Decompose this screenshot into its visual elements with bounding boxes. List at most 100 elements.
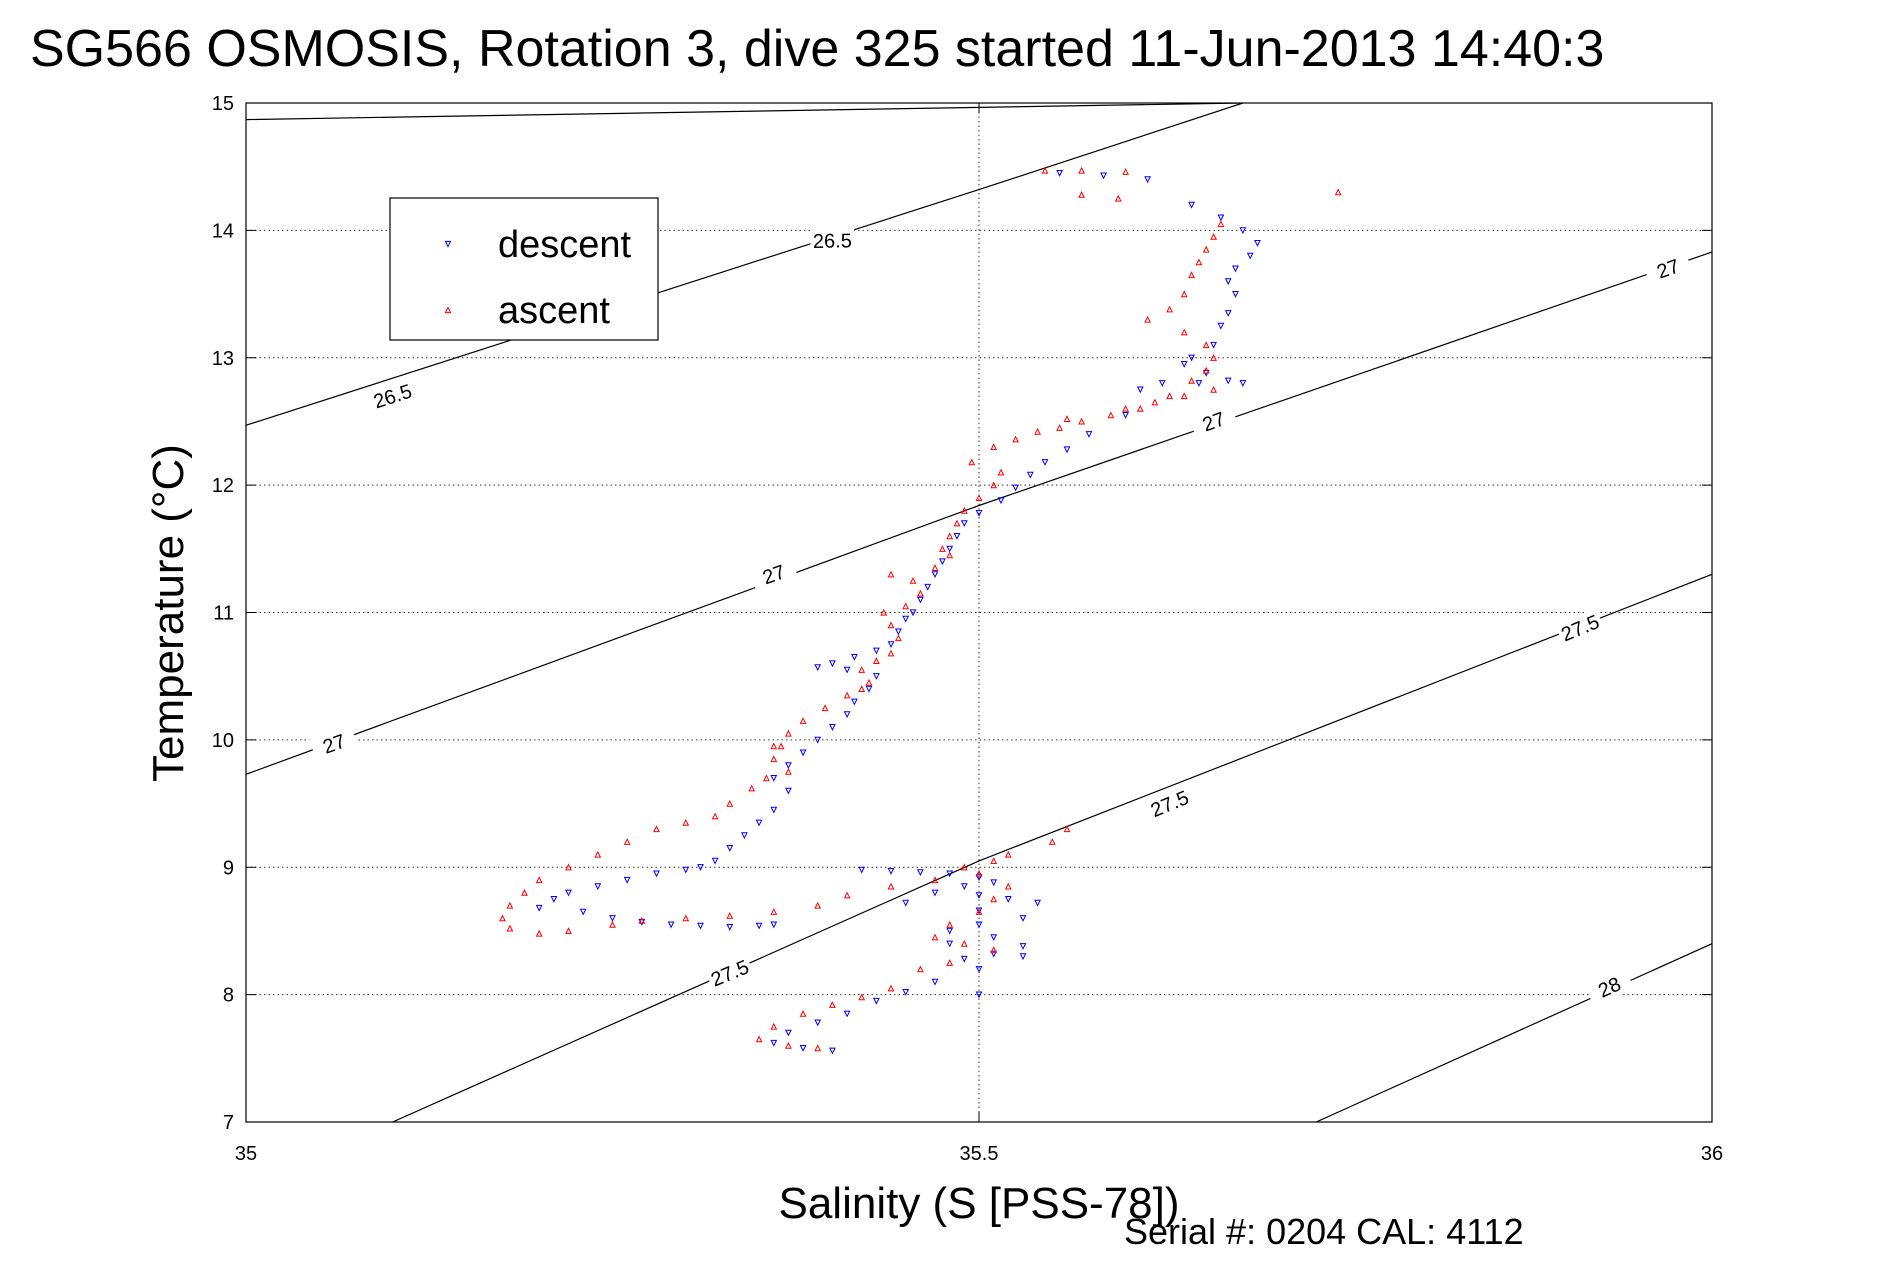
ascent-point <box>968 458 976 466</box>
descent-point <box>975 874 983 882</box>
ascent-point <box>858 685 866 692</box>
ascent-point <box>521 888 528 896</box>
descent-point <box>1085 431 1093 438</box>
descent-point <box>770 1039 778 1047</box>
density-contour-line <box>246 103 1244 426</box>
ascent-point <box>1210 232 1218 240</box>
descent-point <box>1232 265 1239 273</box>
descent-point <box>865 685 873 693</box>
contour-label-gap <box>749 555 799 593</box>
ascent-point <box>1041 166 1049 174</box>
descent-point <box>814 1019 822 1027</box>
ascent-point <box>1210 353 1218 361</box>
descent-point <box>1195 380 1203 387</box>
ascent-point <box>1012 435 1020 443</box>
ascent-point <box>1151 398 1159 406</box>
descent-point <box>682 866 690 874</box>
ascent-point <box>1202 245 1210 253</box>
descent-point <box>872 673 880 680</box>
ascent-point <box>506 901 514 909</box>
y-tick-label: 8 <box>223 985 234 1007</box>
y-tick-label: 15 <box>212 93 234 115</box>
descent-point <box>784 787 792 795</box>
ascent-point <box>1188 271 1196 279</box>
descent-point <box>997 497 1005 505</box>
descent-point <box>653 870 660 878</box>
descent-point <box>711 857 719 865</box>
descent-point <box>872 647 880 655</box>
descent-point <box>565 889 572 897</box>
contour-label-gap <box>309 725 359 763</box>
descent-point <box>726 845 734 852</box>
descent-point <box>975 510 983 517</box>
ascent-point <box>1210 385 1218 393</box>
ascent-point <box>799 717 807 724</box>
descent-point <box>828 660 836 668</box>
ascent-point <box>858 993 866 1001</box>
ascent-point <box>931 933 939 941</box>
ascent-point <box>938 545 946 552</box>
ascent-point <box>682 914 690 922</box>
ascent-point <box>990 857 998 864</box>
descent-point <box>828 1047 836 1055</box>
density-contour-line <box>246 251 1712 775</box>
descent-point <box>858 866 866 874</box>
chart-title: SG566 OSMOSIS, Rotation 3, dive 325 star… <box>30 20 1604 78</box>
ascent-point <box>990 481 998 489</box>
descent-point <box>697 922 704 930</box>
ascent-point <box>784 767 792 775</box>
descent-point <box>887 641 895 649</box>
ascent-point <box>1202 341 1210 349</box>
ascent-point <box>887 570 895 578</box>
descent-point <box>550 896 558 903</box>
descent-point <box>1254 240 1261 247</box>
descent-point <box>894 628 902 636</box>
descent-point <box>1217 322 1225 330</box>
descent-point <box>931 571 939 579</box>
ascent-point <box>887 882 895 890</box>
descent-point <box>799 749 807 757</box>
descent-point <box>1188 354 1196 362</box>
ascent-point <box>880 608 888 616</box>
ascent-point <box>1334 188 1342 196</box>
descent-point <box>770 775 778 782</box>
ascent-point <box>975 908 983 915</box>
ascent-point <box>887 621 895 629</box>
descent-point <box>667 921 675 929</box>
descent-point <box>960 520 968 528</box>
ascent-point <box>975 494 983 501</box>
ascent-point <box>1166 392 1174 400</box>
descent-point <box>953 533 961 540</box>
descent-point <box>1239 380 1247 387</box>
legend-marker-descent <box>444 240 452 248</box>
ascent-point <box>594 850 602 858</box>
ascent-point <box>1048 838 1056 845</box>
ascent-point <box>762 774 770 782</box>
x-tick-label: 35 <box>235 1143 257 1165</box>
ascent-point <box>1217 220 1225 228</box>
descent-point <box>990 934 998 942</box>
descent-point <box>902 899 910 907</box>
descent-point <box>1232 291 1239 298</box>
density-contour-label-group: 27 <box>749 555 799 593</box>
ascent-point <box>777 742 785 750</box>
descent-point <box>740 832 748 840</box>
ascent-point <box>784 1041 792 1049</box>
descent-point <box>990 950 998 958</box>
descent-point <box>1224 310 1232 317</box>
descent-point <box>1056 170 1064 177</box>
descent-point <box>938 558 946 566</box>
ascent-point <box>1078 166 1086 174</box>
ascent-point <box>755 1035 763 1043</box>
ascent-point <box>814 1044 822 1052</box>
y-axis-label: Temperature (°C) <box>144 444 193 782</box>
descent-point <box>623 876 631 884</box>
descent-point <box>975 991 983 999</box>
ascent-point <box>946 959 954 966</box>
density-contour-label-group: 26.5 <box>810 228 855 253</box>
ascent-point <box>865 678 873 686</box>
descent-point <box>843 666 851 674</box>
density-contour-line <box>246 103 1243 121</box>
ascent-point <box>535 929 543 937</box>
descent-point <box>843 1010 851 1018</box>
